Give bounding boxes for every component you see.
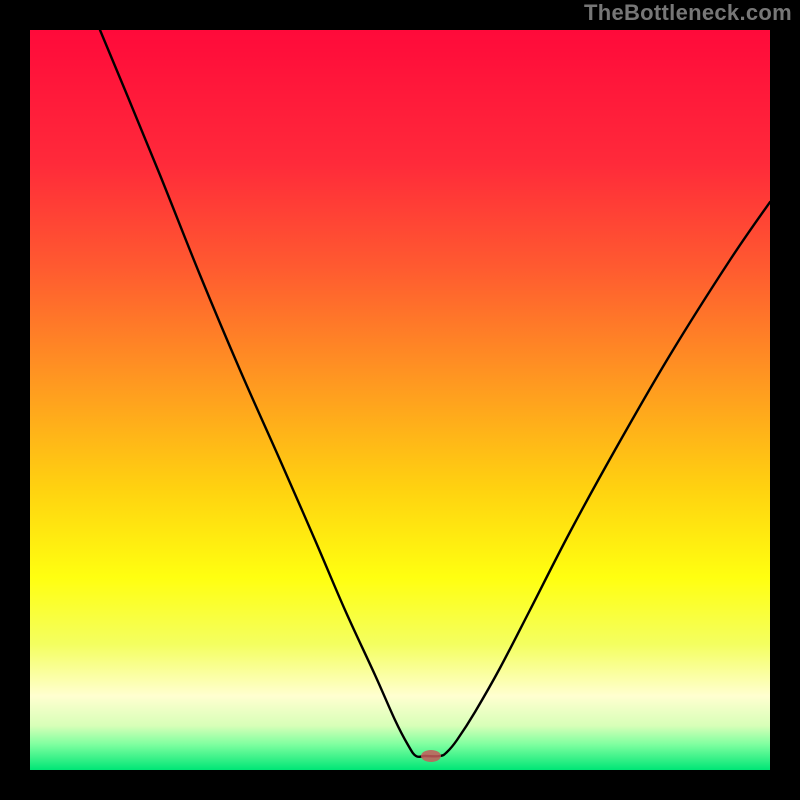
gradient-background [30, 30, 770, 770]
watermark-text: TheBottleneck.com [584, 0, 792, 26]
onset-marker [421, 750, 441, 762]
chart-frame: TheBottleneck.com [0, 0, 800, 800]
bottleneck-chart [30, 30, 770, 770]
plot-area [30, 30, 770, 770]
